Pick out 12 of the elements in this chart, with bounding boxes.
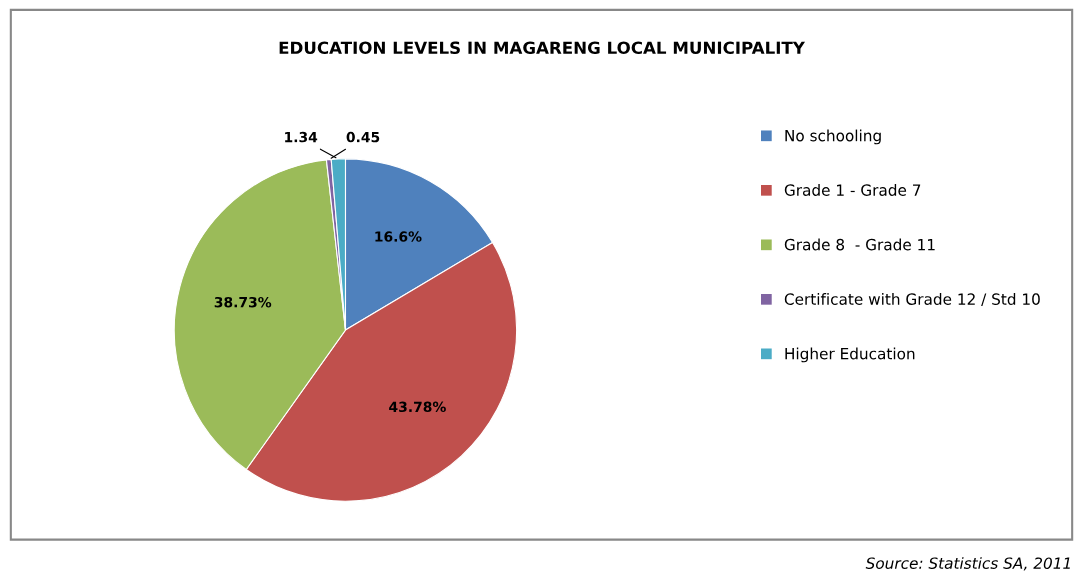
legend-label: Grade 8 - Grade 11 xyxy=(784,238,935,251)
legend-label: Higher Education xyxy=(785,347,915,363)
chart-title: EDUCATION LEVELS IN MAGARENG LOCAL MUNICIPALITY xyxy=(279,41,806,55)
data-label: 16.6% xyxy=(375,231,422,242)
legend-label: No schooling xyxy=(785,129,881,145)
data-label: 1.34 xyxy=(285,131,318,143)
data-label: 38.73% xyxy=(214,296,272,308)
data-label: 0.45 xyxy=(346,131,380,143)
source-note: Source: Statistics SA, 2011 xyxy=(865,557,1070,571)
data-label: 43.78% xyxy=(389,401,446,413)
legend-label: Grade 1 - Grade 7 xyxy=(784,184,921,196)
legend-label: Certificate with Grade 12 / Std 10 xyxy=(784,293,1040,307)
